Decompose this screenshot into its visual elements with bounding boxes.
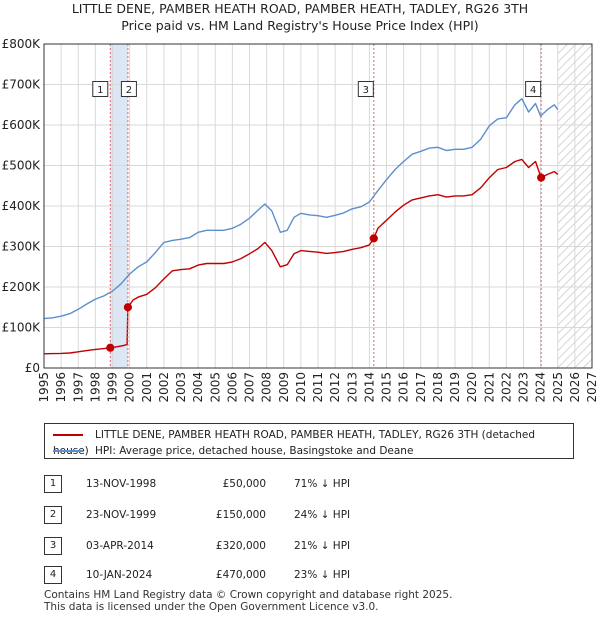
- y-tick-label: £500K: [2, 159, 42, 173]
- x-tick-label: 2025: [551, 372, 565, 403]
- sale-date: 23-NOV-1999: [86, 509, 157, 521]
- sale-label: 4: [530, 85, 536, 96]
- property-line: [43, 158, 559, 355]
- x-tick-label: 2000: [123, 372, 137, 403]
- x-tick-label: 2014: [362, 372, 376, 403]
- legend-label-property: LITTLE DENE, PAMBER HEATH ROAD, PAMBER H…: [53, 429, 536, 457]
- y-tick-label: £300K: [2, 240, 42, 254]
- x-tick-label: 2005: [208, 372, 222, 403]
- footer-license: This data is licensed under the Open Gov…: [44, 601, 379, 613]
- x-tick-label: 2013: [345, 372, 359, 403]
- x-tick-label: 2024: [534, 372, 548, 403]
- sale-label-box: [120, 81, 137, 97]
- x-tick-label: 2022: [499, 372, 513, 403]
- x-tick-label: 2011: [311, 372, 325, 403]
- x-tick-label: 1997: [71, 372, 85, 403]
- chart-title-line2: Price paid vs. HM Land Registry's House …: [121, 18, 479, 33]
- x-tick-label: 1998: [88, 372, 102, 403]
- sale-label-box: [92, 81, 109, 97]
- sale-badge: 2: [44, 506, 62, 524]
- y-tick-label: £0: [25, 361, 40, 375]
- sale-price: £320,000: [215, 540, 266, 552]
- sale-label: 2: [126, 85, 132, 96]
- x-tick-label: 2020: [465, 372, 479, 403]
- y-tick-label: £700K: [2, 78, 42, 92]
- x-tick-label: 2003: [174, 372, 188, 403]
- x-tick-label: 2001: [140, 372, 154, 403]
- chart-title: LITTLE DENE, PAMBER HEATH ROAD, PAMBER H…: [0, 0, 600, 34]
- x-tick-label: 2018: [431, 372, 445, 403]
- y-tick-label: £800K: [2, 37, 42, 51]
- x-tick-label: 2015: [380, 372, 394, 403]
- sale-badge: 3: [44, 537, 62, 555]
- x-tick-label: 2004: [191, 372, 205, 403]
- sale-badge: 4: [44, 566, 62, 584]
- x-tick-label: 1996: [54, 372, 68, 403]
- x-tick-label: 2006: [225, 372, 239, 403]
- sale-point: [369, 234, 378, 243]
- sale-date: 10-JAN-2024: [86, 569, 153, 581]
- sale-hpi-delta: 24% ↓ HPI: [294, 509, 351, 521]
- footer-copyright: Contains HM Land Registry data © Crown c…: [44, 589, 453, 601]
- sale-date: 03-APR-2014: [86, 540, 154, 552]
- footer: Contains HM Land Registry data © Crown c…: [44, 589, 452, 613]
- x-tick-label: 2007: [243, 372, 257, 403]
- sale-label: 3: [363, 85, 369, 96]
- x-tick-label: 1999: [106, 372, 120, 403]
- sale-point: [123, 303, 133, 312]
- legend: LITTLE DENE, PAMBER HEATH ROAD, PAMBER H…: [44, 423, 574, 459]
- x-tick-label: 2009: [277, 372, 291, 403]
- price-chart: 1 2 3 4 £0 £100K £200K £300K £400K £500K £600K £70…: [2, 37, 599, 403]
- x-tick-label: 2027: [585, 372, 599, 403]
- sale-price: £50,000: [222, 478, 266, 490]
- sale-price: £470,000: [215, 569, 266, 581]
- sale-label-box: [357, 81, 374, 97]
- hpi-line: [43, 97, 559, 320]
- sale-label: 1: [97, 85, 103, 96]
- sale-price: £150,000: [215, 509, 266, 521]
- legend-label-hpi: HPI: Average price, detached house, Basi…: [95, 445, 414, 457]
- y-tick-label: £400K: [2, 199, 42, 213]
- y-tick-label: £600K: [2, 118, 42, 132]
- sale-point: [106, 343, 115, 352]
- sale-point: [537, 173, 546, 182]
- sale-hpi-delta: 23% ↓ HPI: [294, 569, 351, 581]
- x-tick-label: 2012: [328, 372, 342, 403]
- sale-hpi-delta: 21% ↓ HPI: [294, 540, 351, 552]
- legend-item-property: LITTLE DENE, PAMBER HEATH ROAD, PAMBER H…: [53, 427, 573, 457]
- sale-badge: 1: [44, 475, 62, 493]
- x-tick-label: 2026: [568, 372, 582, 403]
- x-tick-label: 2023: [517, 372, 531, 403]
- x-tick-label: 2017: [414, 372, 428, 403]
- x-tick-label: 2016: [397, 372, 411, 403]
- x-tick-label: 2019: [448, 372, 462, 403]
- legend-swatch-property: [53, 434, 83, 436]
- legend-swatch-hpi: [53, 450, 83, 452]
- sale-date: 13-NOV-1998: [86, 478, 157, 490]
- x-tick-label: 2002: [157, 372, 171, 403]
- x-tick-label: 2021: [482, 372, 496, 403]
- sale-hpi-delta: 71% ↓ HPI: [294, 478, 351, 490]
- x-tick-label: 2010: [294, 372, 308, 403]
- x-tick-label: 1995: [37, 372, 51, 403]
- y-tick-label: £100K: [2, 321, 42, 335]
- plot-frame: [43, 43, 593, 369]
- x-tick-label: 2008: [260, 372, 274, 403]
- sale-label-box: [525, 81, 542, 97]
- chart-title-line1: LITTLE DENE, PAMBER HEATH ROAD, PAMBER H…: [71, 1, 529, 16]
- legend-item-hpi: HPI: Average price, detached house, Basi…: [53, 443, 413, 459]
- y-tick-label: £200K: [2, 280, 42, 294]
